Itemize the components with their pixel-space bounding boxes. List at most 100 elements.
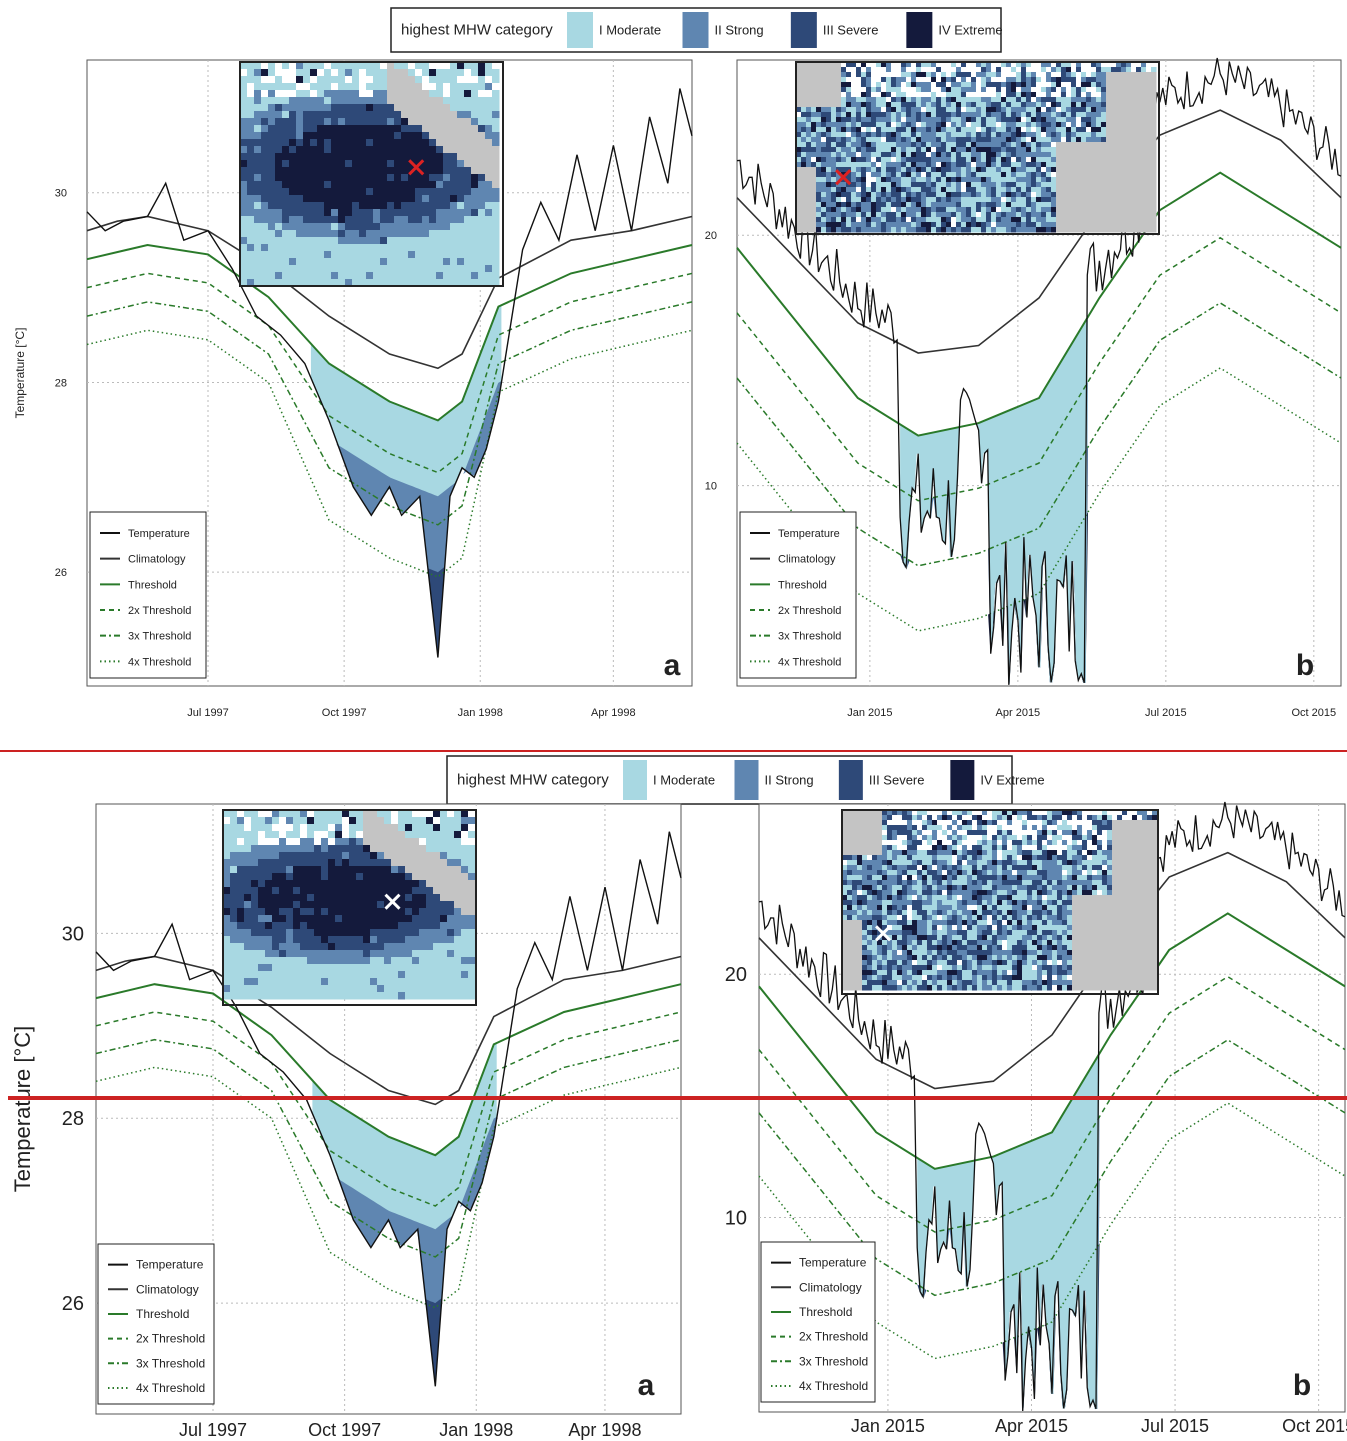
map-cell: [359, 62, 367, 70]
map-cell: [881, 97, 887, 103]
map-cell: [1021, 152, 1027, 158]
map-cell: [1046, 192, 1052, 198]
map-cell: [261, 125, 269, 133]
map-cell: [926, 177, 932, 183]
map-cell: [296, 83, 304, 91]
map-cell: [806, 212, 812, 218]
map-cell: [1041, 117, 1047, 123]
map-cell: [1046, 97, 1052, 103]
map-cell: [394, 118, 402, 126]
map-cell: [450, 160, 458, 168]
map-cell: [1066, 82, 1072, 88]
map-cell: [342, 985, 350, 993]
map-cell: [1056, 227, 1062, 233]
map-cell: [816, 117, 822, 123]
map-cell: [1111, 222, 1117, 228]
map-cell: [801, 207, 807, 213]
map-cell: [1031, 167, 1037, 173]
map-cell: [468, 936, 476, 944]
temperature-line: [758, 801, 1346, 1412]
map-cell: [398, 936, 406, 944]
map-cell: [856, 172, 862, 178]
map-cell: [1061, 77, 1067, 83]
map-cell: [310, 174, 318, 182]
map-cell: [240, 174, 248, 182]
map-cell: [1141, 187, 1147, 193]
panel-label: b: [1296, 649, 1314, 682]
map-cell: [862, 870, 868, 876]
map-cell: [821, 77, 827, 83]
map-cell: [415, 209, 423, 217]
map-cell: [846, 187, 852, 193]
map-cell: [1066, 102, 1072, 108]
map-cell: [1031, 122, 1037, 128]
map-cell: [1131, 137, 1137, 143]
map-cell: [282, 111, 290, 119]
map-cell: [317, 83, 325, 91]
map-cell: [1111, 182, 1117, 188]
map-cell: [926, 77, 932, 83]
map-cell: [366, 272, 374, 280]
map-cell: [464, 69, 472, 77]
map-cell: [816, 202, 822, 208]
map-cell: [806, 77, 812, 83]
map-cell: [321, 922, 329, 930]
map-cell: [867, 965, 873, 971]
map-cell: [254, 230, 262, 238]
map-cell: [356, 887, 364, 895]
map-cell: [310, 111, 318, 119]
map-cell: [258, 943, 266, 951]
map-cell: [1106, 147, 1112, 153]
map-cell: [1136, 82, 1142, 88]
map-cell: [1116, 202, 1122, 208]
map-cell: [450, 209, 458, 217]
map-cell: [464, 132, 472, 140]
map-cell: [842, 910, 848, 916]
map-cell: [223, 894, 231, 902]
y-tick-label: 30: [62, 923, 84, 945]
map-cell: [986, 162, 992, 168]
map-cell: [801, 82, 807, 88]
map-cell: [961, 152, 967, 158]
category-swatch-1: [567, 12, 593, 48]
map-cell: [268, 181, 276, 189]
map-cell: [359, 223, 367, 231]
map-cell: [268, 272, 276, 280]
map-cell: [1071, 92, 1077, 98]
map-cell: [370, 936, 378, 944]
map-cell: [991, 152, 997, 158]
map-cell: [1001, 132, 1007, 138]
map-cell: [440, 824, 448, 832]
map-cell: [931, 97, 937, 103]
map-cell: [1011, 222, 1017, 228]
map-cell: [349, 908, 357, 916]
map-cell: [866, 117, 872, 123]
map-cell: [338, 195, 346, 203]
map-cell: [272, 852, 280, 860]
map-cell: [1101, 192, 1107, 198]
map-cell: [1011, 177, 1017, 183]
map-cell: [1046, 87, 1052, 93]
map-cell: [851, 62, 857, 68]
map-cell: [254, 216, 262, 224]
map-cell: [426, 880, 434, 888]
map-cell: [931, 187, 937, 193]
map-cell: [896, 157, 902, 163]
map-cell: [237, 831, 245, 839]
map-cell: [871, 212, 877, 218]
map-cell: [961, 192, 967, 198]
map-cell: [485, 139, 493, 147]
map-cell: [1046, 162, 1052, 168]
map-cell: [454, 838, 462, 846]
map-cell: [866, 122, 872, 128]
map-cell: [891, 227, 897, 233]
map-cell: [816, 127, 822, 133]
map-cell: [398, 866, 406, 874]
map-cell: [450, 272, 458, 280]
map-cell: [356, 971, 364, 979]
map-cell: [373, 265, 381, 273]
map-cell: [324, 160, 332, 168]
category-label-1: I Moderate: [653, 773, 715, 788]
map-cell: [415, 202, 423, 210]
map-cell: [286, 894, 294, 902]
